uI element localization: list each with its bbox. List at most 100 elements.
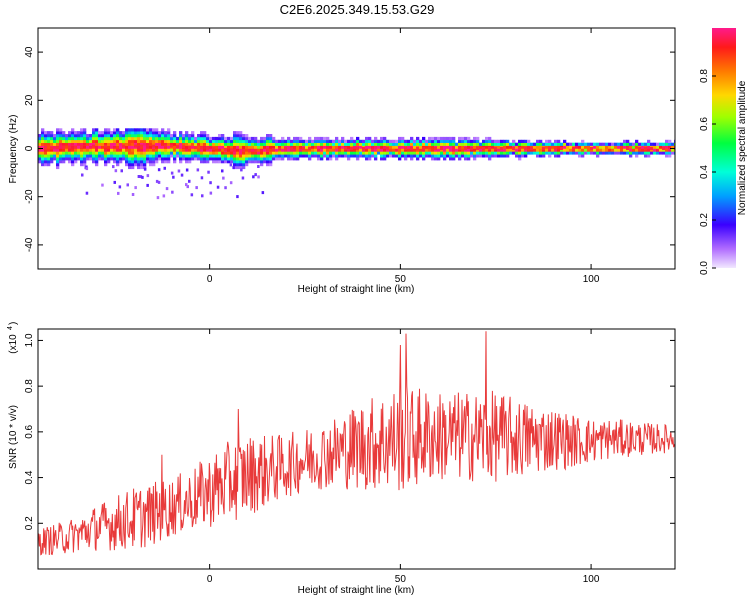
heatmap-cell — [119, 151, 123, 155]
heatmap-cell — [134, 186, 137, 190]
heatmap-cell — [524, 142, 528, 146]
heatmap-cell — [182, 145, 185, 149]
heatmap-cell — [407, 154, 411, 158]
heatmap-cell — [503, 148, 507, 152]
heatmap-cell — [590, 151, 594, 155]
heatmap-cell — [320, 157, 324, 161]
heatmap-cell — [179, 148, 183, 152]
heatmap-cell — [503, 142, 507, 146]
heatmap-cell — [200, 151, 204, 155]
heatmap-cell — [92, 139, 96, 143]
heatmap-cell — [404, 154, 408, 158]
heatmap-cell — [207, 170, 210, 174]
heatmap-cell — [608, 148, 612, 152]
heatmap-cell — [44, 142, 48, 146]
heatmap-cell — [182, 151, 186, 155]
heatmap-cell — [512, 139, 516, 143]
heatmap-cell — [266, 163, 270, 167]
heatmap-cell — [647, 142, 651, 146]
heatmap-cell — [240, 168, 243, 172]
heatmap-cell — [308, 142, 312, 146]
heatmap-cell — [65, 154, 69, 158]
heatmap-cell — [251, 148, 255, 152]
heatmap-cell — [338, 139, 342, 143]
heatmap-cell — [104, 144, 107, 148]
heatmap-cell — [137, 145, 141, 149]
heatmap-cell — [140, 160, 144, 164]
heatmap-cell — [548, 147, 551, 150]
heatmap-cell — [254, 151, 258, 155]
heatmap-cell — [335, 151, 339, 155]
heatmap-cell — [572, 147, 575, 150]
heatmap-cell — [593, 151, 597, 155]
heatmap-cell — [98, 134, 102, 138]
heatmap-cell — [275, 148, 279, 152]
heatmap-cell — [404, 148, 408, 152]
heatmap-cell — [137, 160, 141, 164]
heatmap-cell — [527, 142, 531, 146]
heatmap-cell — [485, 136, 489, 141]
heatmap-cell — [413, 142, 417, 146]
heatmap-cell — [269, 139, 273, 143]
heatmap-cell — [59, 145, 63, 149]
heatmap-cell — [137, 148, 141, 152]
heatmap-cell — [437, 139, 441, 143]
heatmap-cell — [241, 176, 245, 180]
heatmap-cell — [224, 139, 228, 143]
heatmap-cell — [434, 147, 437, 150]
heatmap-cell — [380, 151, 384, 155]
heatmap-cell — [422, 157, 426, 161]
heatmap-cell — [401, 154, 405, 158]
heatmap-cell — [440, 147, 443, 150]
heatmap-cell — [431, 151, 435, 155]
heatmap-cell — [50, 148, 54, 152]
heatmap-cell — [293, 154, 297, 158]
heatmap-cell — [236, 142, 240, 146]
heatmap-cell — [167, 160, 171, 164]
heatmap-cell — [164, 148, 168, 152]
heatmap-cell — [209, 142, 213, 146]
heatmap-cell — [95, 139, 99, 143]
heatmap-cell — [464, 136, 468, 141]
heatmap-cell — [236, 134, 240, 138]
heatmap-cell — [350, 151, 354, 155]
heatmap-cell — [242, 157, 246, 161]
heatmap-cell — [509, 145, 513, 149]
heatmap-cell — [428, 136, 432, 141]
heatmap-cell — [95, 151, 99, 155]
heatmap-cell — [224, 136, 228, 141]
heatmap-cell — [467, 139, 471, 143]
heatmap-cell — [491, 139, 495, 143]
heatmap-cell — [665, 151, 669, 155]
heatmap-cell — [632, 151, 636, 155]
heatmap-cell — [197, 157, 201, 161]
heatmap-cell — [656, 148, 660, 152]
heatmap-cell — [569, 151, 573, 155]
heatmap-cell — [116, 148, 120, 152]
heatmap-cell — [299, 151, 303, 155]
heatmap-cell — [140, 151, 144, 155]
heatmap-cell — [236, 165, 240, 170]
heatmap-cell — [239, 139, 243, 143]
heatmap-cell — [41, 131, 45, 135]
heatmap-cell — [119, 157, 123, 161]
heatmap-cell — [156, 196, 160, 200]
heatmap-cell — [203, 134, 207, 138]
heatmap-cell — [146, 145, 150, 149]
heatmap-cell — [128, 163, 132, 167]
heatmap-cell — [86, 157, 90, 161]
heatmap-cell — [602, 148, 606, 152]
heatmap-cell — [155, 145, 159, 149]
heatmap-cell — [227, 142, 231, 146]
heatmap-cell — [155, 128, 159, 132]
heatmap-cell — [158, 139, 162, 143]
heatmap-cell — [623, 151, 627, 155]
heatmap-cell — [437, 148, 441, 152]
heatmap-cell — [218, 142, 222, 146]
heatmap-cell — [83, 160, 87, 164]
heatmap-cell — [38, 142, 42, 146]
heatmap-cell — [380, 145, 384, 149]
heatmap-cell — [374, 151, 378, 155]
heatmap-cell — [83, 139, 87, 143]
heatmap-cell — [218, 136, 222, 141]
